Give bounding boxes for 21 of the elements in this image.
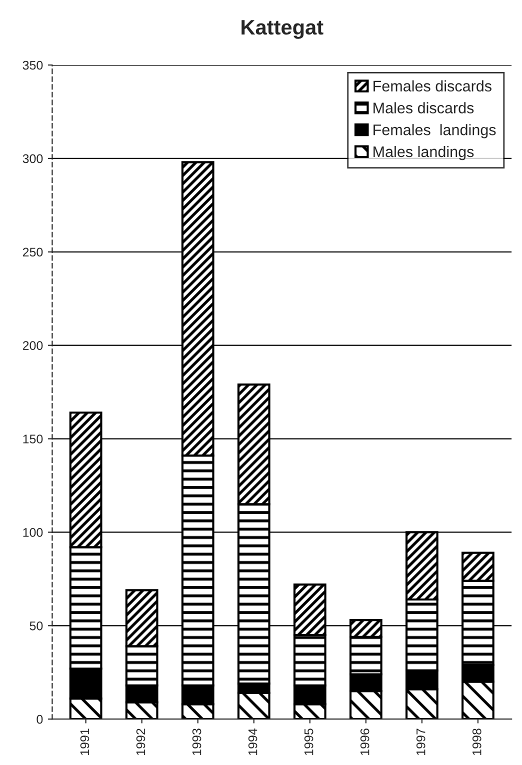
legend-label: Males discards [374,102,474,114]
chart-title: Kattegat [242,20,324,39]
x-tick-label: 1995 [304,728,314,755]
legend-label: Females landings [374,124,496,138]
x-tick-label: 1991 [80,728,90,755]
y-tick-label: 150 [23,434,43,444]
legend-label: Females discards [374,80,492,92]
y-tick-label: 200 [22,341,43,350]
y-tick-label: 50 [30,621,43,630]
x-tick-label: 1997 [416,728,426,755]
legend-label: Males landings [374,146,474,160]
y-tick-label: 0 [36,714,43,724]
x-tick-label: 1998 [472,728,482,755]
x-tick-label: 1994 [248,728,258,755]
x-tick-label: 1993 [192,728,202,755]
y-tick-label: 250 [22,248,43,257]
x-tick-label: 1992 [136,728,146,755]
y-tick-label: 100 [23,528,43,537]
y-tick-label: 350 [22,60,43,70]
y-tick-label: 300 [22,154,43,164]
x-tick-label: 1996 [360,728,370,755]
